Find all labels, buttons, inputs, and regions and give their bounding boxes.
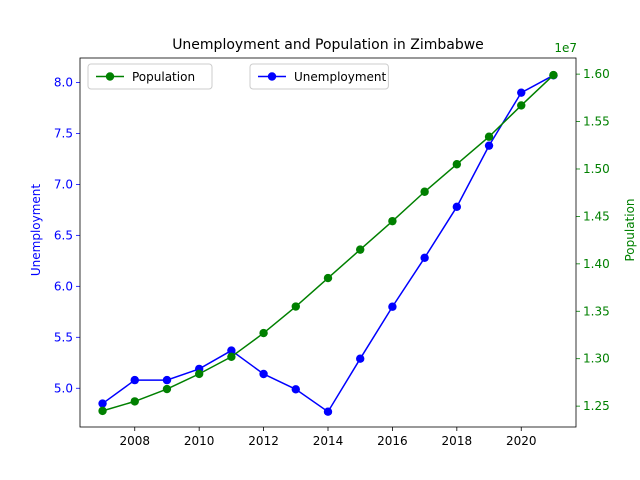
population-point xyxy=(484,132,494,141)
x-tick-label: 2012 xyxy=(248,434,279,448)
x-tick-label: 2010 xyxy=(184,434,215,448)
y-right-tick-label: 1.30 xyxy=(583,352,610,366)
population-point xyxy=(162,384,172,394)
population-point xyxy=(388,216,397,226)
y-left-tick-label: 6.5 xyxy=(54,228,73,242)
plot-frame xyxy=(79,57,577,428)
x-tick-label: 2016 xyxy=(377,434,408,448)
y-axis-right-label: Population xyxy=(623,198,637,261)
unemployment-point xyxy=(227,346,236,355)
y-right-tick-label: 1.25 xyxy=(583,399,610,413)
legend-box xyxy=(87,63,213,90)
population-point xyxy=(259,328,268,338)
unemployment-point xyxy=(484,141,494,150)
x-tick-label: 2018 xyxy=(442,434,473,448)
y-left-tick-label: 5.0 xyxy=(54,381,73,395)
y-right-tick-label: 1.60 xyxy=(583,67,610,81)
x-tick-label: 2008 xyxy=(119,434,150,448)
y-left-tick-label: 7.5 xyxy=(54,126,73,140)
unemployment-point xyxy=(388,302,397,311)
y-right-tick-label: 1.50 xyxy=(583,162,610,176)
population-point xyxy=(130,397,139,406)
y-right-tick-label: 1.55 xyxy=(583,115,610,129)
unemployment-point xyxy=(356,354,365,363)
unemployment-point xyxy=(452,202,462,212)
unemployment-point xyxy=(130,375,139,385)
legend-population: Population xyxy=(87,63,213,90)
y-right-tick-label: 1.45 xyxy=(583,209,610,223)
legend-swatch-marker xyxy=(267,72,277,81)
legend-unemployment: Unemployment xyxy=(249,63,389,90)
population-point xyxy=(291,302,300,311)
unemployment-point xyxy=(291,385,300,394)
unemployment-point xyxy=(162,375,172,385)
population-point xyxy=(323,273,333,283)
y-left-tick-label: 6.0 xyxy=(54,279,73,293)
unemployment-point xyxy=(517,88,526,97)
x-tick-label: 2014 xyxy=(313,434,344,448)
unemployment-point xyxy=(98,399,107,408)
population-point xyxy=(452,160,462,169)
population-point xyxy=(420,187,429,196)
population-point xyxy=(227,352,236,362)
y-right-tick-label: 1.40 xyxy=(583,257,610,271)
y-left-tick-label: 7.0 xyxy=(54,177,73,191)
population-point xyxy=(517,101,526,110)
population-point xyxy=(549,70,558,80)
plot-area: 2008 2010 2012 2014 2016 2018 2020 5.0 5.5 6.0 6.5… xyxy=(54,57,610,448)
y-axis-left-label: Unemployment xyxy=(29,184,43,277)
x-tick-label: 2020 xyxy=(506,434,537,448)
legend-label: Population xyxy=(132,70,195,84)
y-left-tick-label: 8.0 xyxy=(54,75,73,89)
y-right-tick-label: 1.35 xyxy=(583,304,610,318)
chart-title: Unemployment and Population in Zimbabwe xyxy=(172,37,484,53)
legend-label: Unemployment xyxy=(294,70,387,84)
legend-swatch-marker xyxy=(105,72,115,81)
population-point xyxy=(98,406,107,416)
legend-box xyxy=(249,63,389,90)
y-left-tick-label: 5.5 xyxy=(54,330,73,344)
population-point xyxy=(356,245,365,254)
y-axis-right-offset-text: 1e7 xyxy=(554,41,577,55)
unemployment-point xyxy=(420,253,429,262)
population-point xyxy=(194,369,204,379)
unemployment-point xyxy=(259,369,268,379)
unemployment-point xyxy=(323,407,333,416)
